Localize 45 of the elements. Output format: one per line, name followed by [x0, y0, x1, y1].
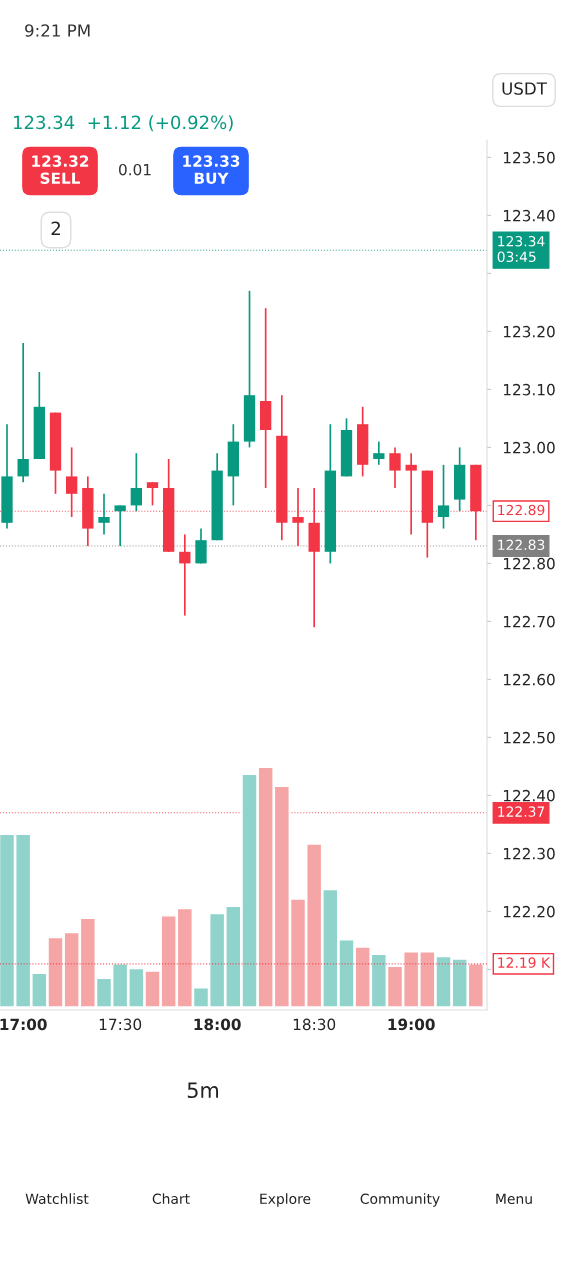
ref-line-label: 123.34 03:45	[497, 235, 545, 263]
y-tick-label: 122.80	[503, 557, 555, 570]
candlestick	[179, 533, 191, 617]
text: Explore	[260, 1193, 311, 1207]
candlestick	[146, 481, 159, 507]
y-tick-label: 122.20	[503, 905, 555, 918]
y-tick-label: 123.00	[503, 441, 555, 454]
x-tick-label: 17:30	[99, 1018, 142, 1031]
candlestick	[373, 440, 385, 466]
x-tick-label: 18:30	[293, 1018, 336, 1031]
text: Chart	[152, 1193, 190, 1205]
candlestick	[195, 527, 207, 565]
candlestick	[437, 463, 450, 530]
text: 9:21 PM	[25, 24, 90, 37]
candlestick	[130, 452, 142, 513]
x-tick-label: 17:00	[0, 1018, 47, 1031]
y-tick-label: 123.10	[503, 383, 555, 396]
ref-line-label: 12.19 K	[498, 957, 551, 968]
y-tick-label: 122.60	[503, 673, 555, 686]
annotation: 2	[51, 221, 60, 235]
annotation: 123.33 BUY	[183, 155, 240, 184]
text: Watchlist	[25, 1193, 89, 1205]
y-tick-label: 123.40	[503, 209, 555, 222]
y-tick-label: 123.50	[503, 151, 555, 164]
candlestick	[98, 492, 110, 536]
ref-line-label: 122.83	[498, 539, 545, 551]
y-tick-label: 122.30	[503, 847, 555, 860]
y-tick-label: 122.70	[503, 615, 555, 628]
candlestick	[114, 504, 126, 547]
text: 123.34 +1.12 (+0.92%)	[13, 115, 233, 132]
text: Community	[360, 1193, 440, 1207]
y-tick-label: 122.40	[503, 789, 555, 802]
candlestick	[17, 342, 29, 484]
text: USDT	[502, 82, 547, 95]
y-tick-label: 123.20	[503, 325, 555, 338]
annotation: 0.01	[119, 163, 151, 176]
ref-line-label: 122.89	[498, 504, 545, 516]
candlestick	[389, 446, 401, 489]
text: 5m	[187, 1082, 219, 1099]
annotation: 123.32 SELL	[32, 155, 89, 184]
x-tick-label: 18:00	[194, 1018, 241, 1031]
x-tick-label: 19:00	[388, 1018, 435, 1031]
y-tick-label: 122.50	[503, 731, 555, 744]
ref-line-label: 122.37	[498, 806, 545, 817]
text: Menu	[496, 1193, 532, 1205]
